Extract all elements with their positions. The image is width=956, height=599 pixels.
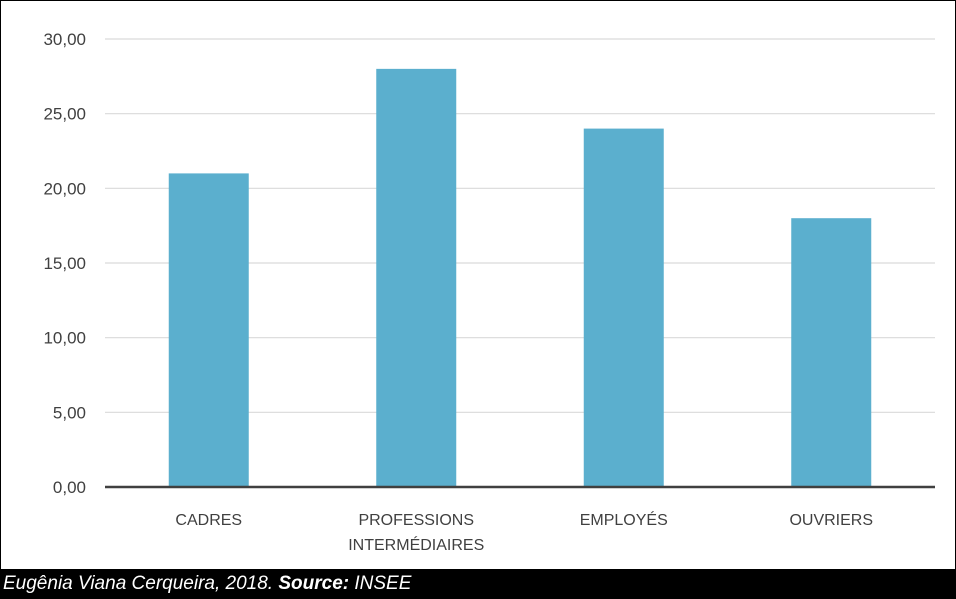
- caption-source-label: Source:: [278, 573, 350, 594]
- x-tick-label: CADRES: [175, 512, 242, 529]
- y-tick-label: 5,00: [53, 403, 86, 422]
- caption-source-value: INSEE: [349, 573, 412, 594]
- caption-author: Eugênia Viana Cerqueira, 2018.: [3, 573, 279, 594]
- caption-bar: Eugênia Viana Cerqueira, 2018. Source: I…: [0, 569, 956, 599]
- y-tick-label: 10,00: [43, 329, 86, 348]
- y-tick-label: 15,00: [43, 254, 86, 273]
- bar: [376, 68, 457, 487]
- y-tick-label: 20,00: [43, 179, 86, 198]
- y-tick-label: 30,00: [43, 30, 86, 49]
- x-tick-label: INTERMÉDIAIRES: [348, 535, 484, 554]
- y-tick-label: 0,00: [53, 478, 86, 497]
- bar-chart: 0,00 5,00 10,00 15,00 20,00 25,00 30,00 CADRES…: [43, 30, 935, 554]
- y-tick-label: 25,00: [43, 105, 86, 124]
- x-tick-label: EMPLOYÉS: [580, 510, 668, 529]
- x-tick-label: PROFESSIONS: [358, 512, 474, 529]
- bars: [168, 68, 872, 487]
- x-tick-label: OUVRIERS: [789, 512, 873, 529]
- x-tick-labels: CADRES PROFESSIONS INTERMÉDIAIRES EMPLOYÉS O…: [175, 510, 873, 554]
- bar: [791, 218, 872, 487]
- bar: [583, 128, 664, 487]
- bar: [168, 173, 249, 487]
- y-tick-labels: 0,00 5,00 10,00 15,00 20,00 25,00 30,00: [43, 30, 86, 497]
